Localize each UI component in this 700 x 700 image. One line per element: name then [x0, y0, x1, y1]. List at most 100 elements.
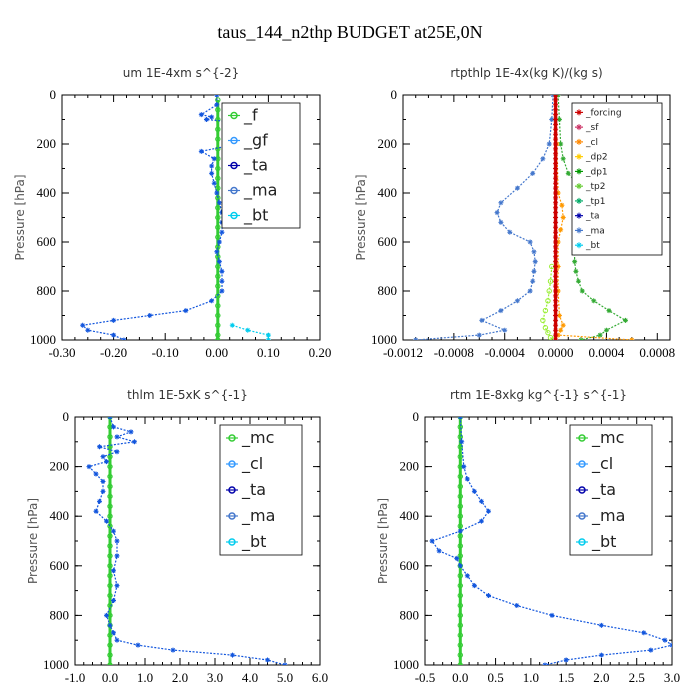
legend-marker — [576, 197, 582, 204]
data-point — [591, 298, 597, 304]
data-point — [553, 112, 559, 118]
y-tick-label: 0 — [413, 409, 420, 424]
data-point — [454, 555, 460, 561]
data-point — [265, 657, 270, 663]
legend-label: _mc — [591, 428, 624, 448]
y-tick-label: 1000 — [393, 657, 419, 672]
data-point — [457, 632, 463, 638]
data-point — [553, 254, 559, 260]
data-point — [114, 449, 120, 455]
data-point — [575, 278, 581, 284]
data-point — [579, 288, 585, 294]
data-point — [553, 308, 559, 314]
data-point — [457, 528, 463, 534]
data-point — [476, 332, 482, 338]
data-point — [553, 224, 559, 230]
data-point — [540, 317, 546, 324]
y-tick-label: 400 — [50, 508, 70, 523]
data-point — [121, 337, 127, 340]
data-point — [183, 308, 189, 314]
data-point — [209, 298, 215, 304]
series-line-gf — [232, 324, 269, 340]
data-point — [107, 563, 113, 569]
data-point — [553, 288, 559, 294]
data-point — [209, 114, 215, 120]
data-point — [558, 141, 564, 147]
data-point — [107, 493, 113, 500]
data-point — [114, 434, 120, 440]
data-point — [457, 503, 463, 509]
data-point — [464, 476, 470, 482]
data-point — [560, 156, 566, 162]
chart-panel-3: thlm 1E-5xK s^{-1} Pressure [hPa] 0 200 400 6… — [26, 388, 328, 685]
legend-label: _ma — [585, 226, 605, 236]
data-point — [457, 493, 463, 500]
x-tick-label: 2.0 — [593, 670, 609, 685]
data-point — [549, 117, 555, 122]
y-axis-label: Pressure [hPa] — [26, 498, 40, 584]
data-point — [553, 234, 559, 240]
data-point — [111, 317, 117, 323]
data-point — [494, 210, 500, 216]
y-tick-label: 1000 — [371, 332, 397, 347]
y-tick-label: 800 — [50, 607, 70, 622]
data-point — [498, 308, 504, 314]
data-point — [553, 141, 559, 147]
data-point — [111, 568, 116, 574]
x-tick-label: 3.0 — [207, 670, 223, 685]
data-point — [648, 647, 654, 653]
y-tick-label: 200 — [378, 136, 398, 151]
legend-label: _bt — [241, 532, 266, 552]
data-point — [457, 553, 463, 559]
data-point — [215, 126, 221, 133]
data-point — [215, 293, 221, 299]
data-point — [498, 200, 504, 206]
y-tick-label: 800 — [378, 283, 398, 298]
data-point — [542, 325, 549, 331]
data-point — [214, 190, 220, 196]
legend-label: _mc — [241, 428, 274, 448]
data-point — [546, 288, 552, 294]
data-point — [457, 662, 463, 665]
legend: _f _gf _ta _ma _bt — [221, 102, 301, 229]
data-point — [530, 170, 536, 176]
chart-panel-4: rtm 1E-8xkg kg^{-1} s^{-1} Pressure [hPa]… — [376, 388, 680, 685]
data-point — [457, 473, 463, 480]
data-point — [553, 195, 559, 201]
data-point — [555, 332, 561, 338]
data-point — [215, 322, 221, 328]
data-point — [542, 307, 549, 314]
legend-label: _cl — [241, 454, 263, 474]
data-point — [215, 234, 221, 240]
data-point — [80, 322, 86, 328]
x-tick-label: 1.0 — [523, 670, 539, 685]
data-point — [132, 439, 137, 445]
data-point — [457, 513, 463, 519]
data-point — [669, 642, 672, 648]
data-point — [553, 313, 559, 318]
data-point — [478, 498, 484, 504]
data-point — [114, 553, 120, 559]
x-tick-label: -0.10 — [152, 345, 179, 360]
data-point — [553, 239, 559, 245]
x-tick-label: -0.0004 — [485, 345, 526, 360]
data-point — [107, 483, 113, 490]
x-tick-label: 1.5 — [558, 670, 574, 685]
data-point — [457, 563, 463, 569]
legend-marker — [576, 109, 582, 116]
x-tick-label: 0.0008 — [639, 345, 675, 360]
y-tick-label: 400 — [400, 508, 420, 523]
data-point — [555, 288, 561, 294]
data-point — [215, 165, 221, 172]
data-point — [553, 136, 559, 142]
data-point — [198, 148, 204, 154]
data-point — [104, 612, 109, 618]
data-point — [107, 513, 113, 519]
data-point — [114, 583, 120, 589]
chart-panel-2: rtpthlp 1E-4x(kg K)/(kg s) Pressure [hPa]… — [354, 66, 675, 360]
data-point — [211, 156, 217, 162]
data-point — [553, 259, 559, 265]
data-point — [107, 523, 113, 529]
x-tick-label: -1.0 — [65, 670, 86, 685]
data-point — [553, 322, 559, 328]
